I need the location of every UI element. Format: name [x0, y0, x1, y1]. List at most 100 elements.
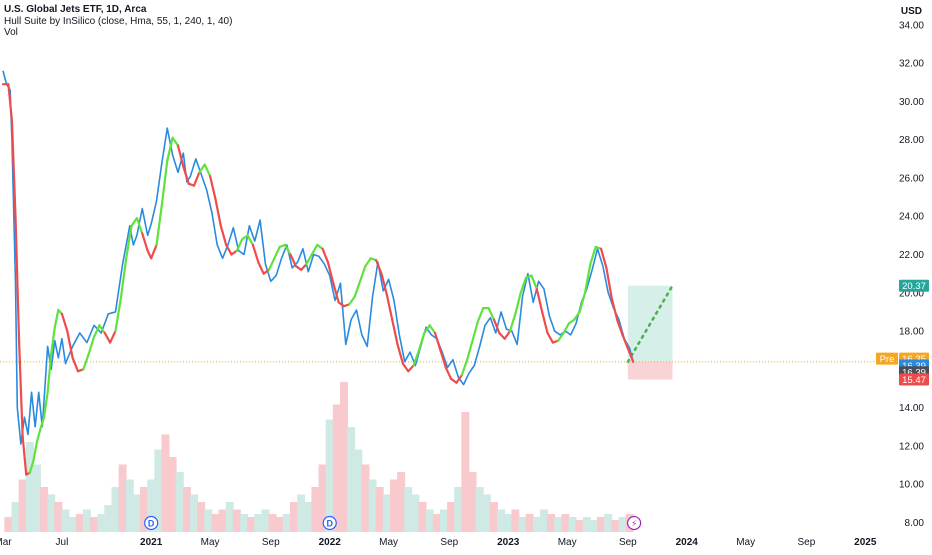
volume-bar: [40, 487, 49, 532]
hull-segment: [626, 347, 635, 363]
hull-segment: [433, 331, 442, 352]
hull-segment: [358, 264, 367, 283]
hull-segment: [407, 364, 415, 373]
hull-segment: [289, 253, 297, 268]
hull-segment: [135, 217, 144, 235]
volume-bar: [361, 464, 370, 532]
hull-segment: [321, 247, 330, 264]
hull-segment: [53, 308, 60, 329]
volume-label[interactable]: Vol: [4, 27, 18, 38]
hull-segment: [578, 291, 587, 314]
volume-bar: [11, 502, 20, 532]
x-tick-label: May: [379, 537, 398, 548]
hull-segment: [423, 324, 431, 335]
hull-segment: [621, 333, 629, 350]
volume-bar: [132, 494, 141, 532]
stop-zone[interactable]: [627, 361, 673, 380]
volume-bar: [597, 517, 606, 532]
hull-segment: [471, 320, 479, 342]
volume-bar: [68, 517, 77, 532]
hull-segment: [476, 307, 485, 323]
hull-segment: [14, 215, 21, 342]
volume-bar: [354, 449, 363, 532]
volume-bar: [261, 509, 270, 532]
price-tag-label: 16.39: [902, 368, 926, 379]
volume-bar: [411, 494, 420, 532]
volume-bar: [611, 520, 620, 532]
hull-segment: [125, 224, 133, 260]
y-tick-label: 14.00: [899, 403, 924, 414]
hull-segment: [114, 297, 122, 333]
hull-segment: [546, 331, 554, 344]
hull-segment: [310, 243, 319, 256]
volume-bar: [489, 502, 498, 532]
hull-segment: [305, 253, 313, 266]
hull-segment: [267, 257, 276, 271]
volume-bar: [339, 382, 348, 532]
x-tick-label: 2021: [140, 537, 163, 548]
price-line[interactable]: [2, 70, 634, 445]
event-marker[interactable]: [322, 515, 337, 531]
hull-segment: [605, 266, 613, 300]
volume-bar: [461, 412, 470, 532]
volume-bar: [375, 487, 384, 532]
volume-bar: [325, 419, 334, 532]
hull-segment: [460, 358, 469, 377]
hull-segment: [412, 349, 421, 367]
hull-segment: [514, 291, 522, 315]
hull-segment: [103, 331, 112, 344]
hull-segment: [50, 326, 56, 356]
hull-segment: [498, 331, 506, 340]
volume-bar: [197, 502, 206, 532]
event-marker[interactable]: [144, 515, 159, 531]
volume-bar: [82, 509, 91, 532]
hull-segment: [39, 416, 46, 430]
y-tick-label: 18.00: [899, 327, 924, 338]
event-marker[interactable]: [627, 515, 642, 531]
volume-bar: [18, 479, 27, 532]
volume-bar: [447, 502, 456, 532]
y-tick-label: 8.00: [905, 518, 925, 529]
volume-bar: [618, 517, 627, 532]
hull-segment: [487, 307, 496, 321]
hull-segment: [610, 297, 619, 321]
hull-segment: [300, 262, 308, 271]
hull-segment: [60, 312, 69, 333]
volume-bar: [475, 487, 484, 532]
volume-bar: [604, 514, 613, 532]
volume-bar: [518, 517, 527, 532]
x-tick-label: Jul: [56, 537, 69, 548]
y-tick-label: 34.00: [899, 20, 924, 31]
hull-segment: [214, 197, 222, 227]
hull-segment: [225, 243, 233, 256]
hull-segment: [257, 261, 265, 275]
symbol-title[interactable]: U.S. Global Jets ETF, 1D, Arca: [4, 4, 147, 15]
hull-segment: [417, 331, 426, 352]
volume-bar: [468, 472, 477, 532]
volume-bar: [118, 464, 127, 532]
volume-bar: [389, 479, 398, 532]
y-tick-label: 12.00: [899, 441, 924, 452]
x-tick-label: Sep: [440, 537, 458, 548]
x-tick-label: 2025: [854, 537, 877, 548]
hull-segment: [141, 232, 149, 252]
volume-bar: [104, 505, 113, 532]
hull-segment: [508, 312, 517, 333]
hull-segment: [46, 352, 53, 394]
hull-segment: [192, 171, 201, 187]
volume-bar: [454, 487, 463, 532]
x-tick-label: Sep: [262, 537, 280, 548]
volume-bar: [111, 487, 120, 532]
hull-segment: [535, 287, 544, 314]
hull-segment: [380, 272, 388, 296]
hull-segment: [130, 217, 138, 227]
hull-segment: [444, 366, 453, 381]
currency-label[interactable]: USD: [900, 6, 922, 17]
volume-bar: [147, 479, 156, 532]
indicator-label[interactable]: Hull Suite by InSilico (close, Hma, 55, …: [4, 15, 233, 27]
volume-bar: [418, 502, 427, 532]
volume-bar: [439, 509, 448, 532]
hull-segment: [203, 163, 212, 178]
